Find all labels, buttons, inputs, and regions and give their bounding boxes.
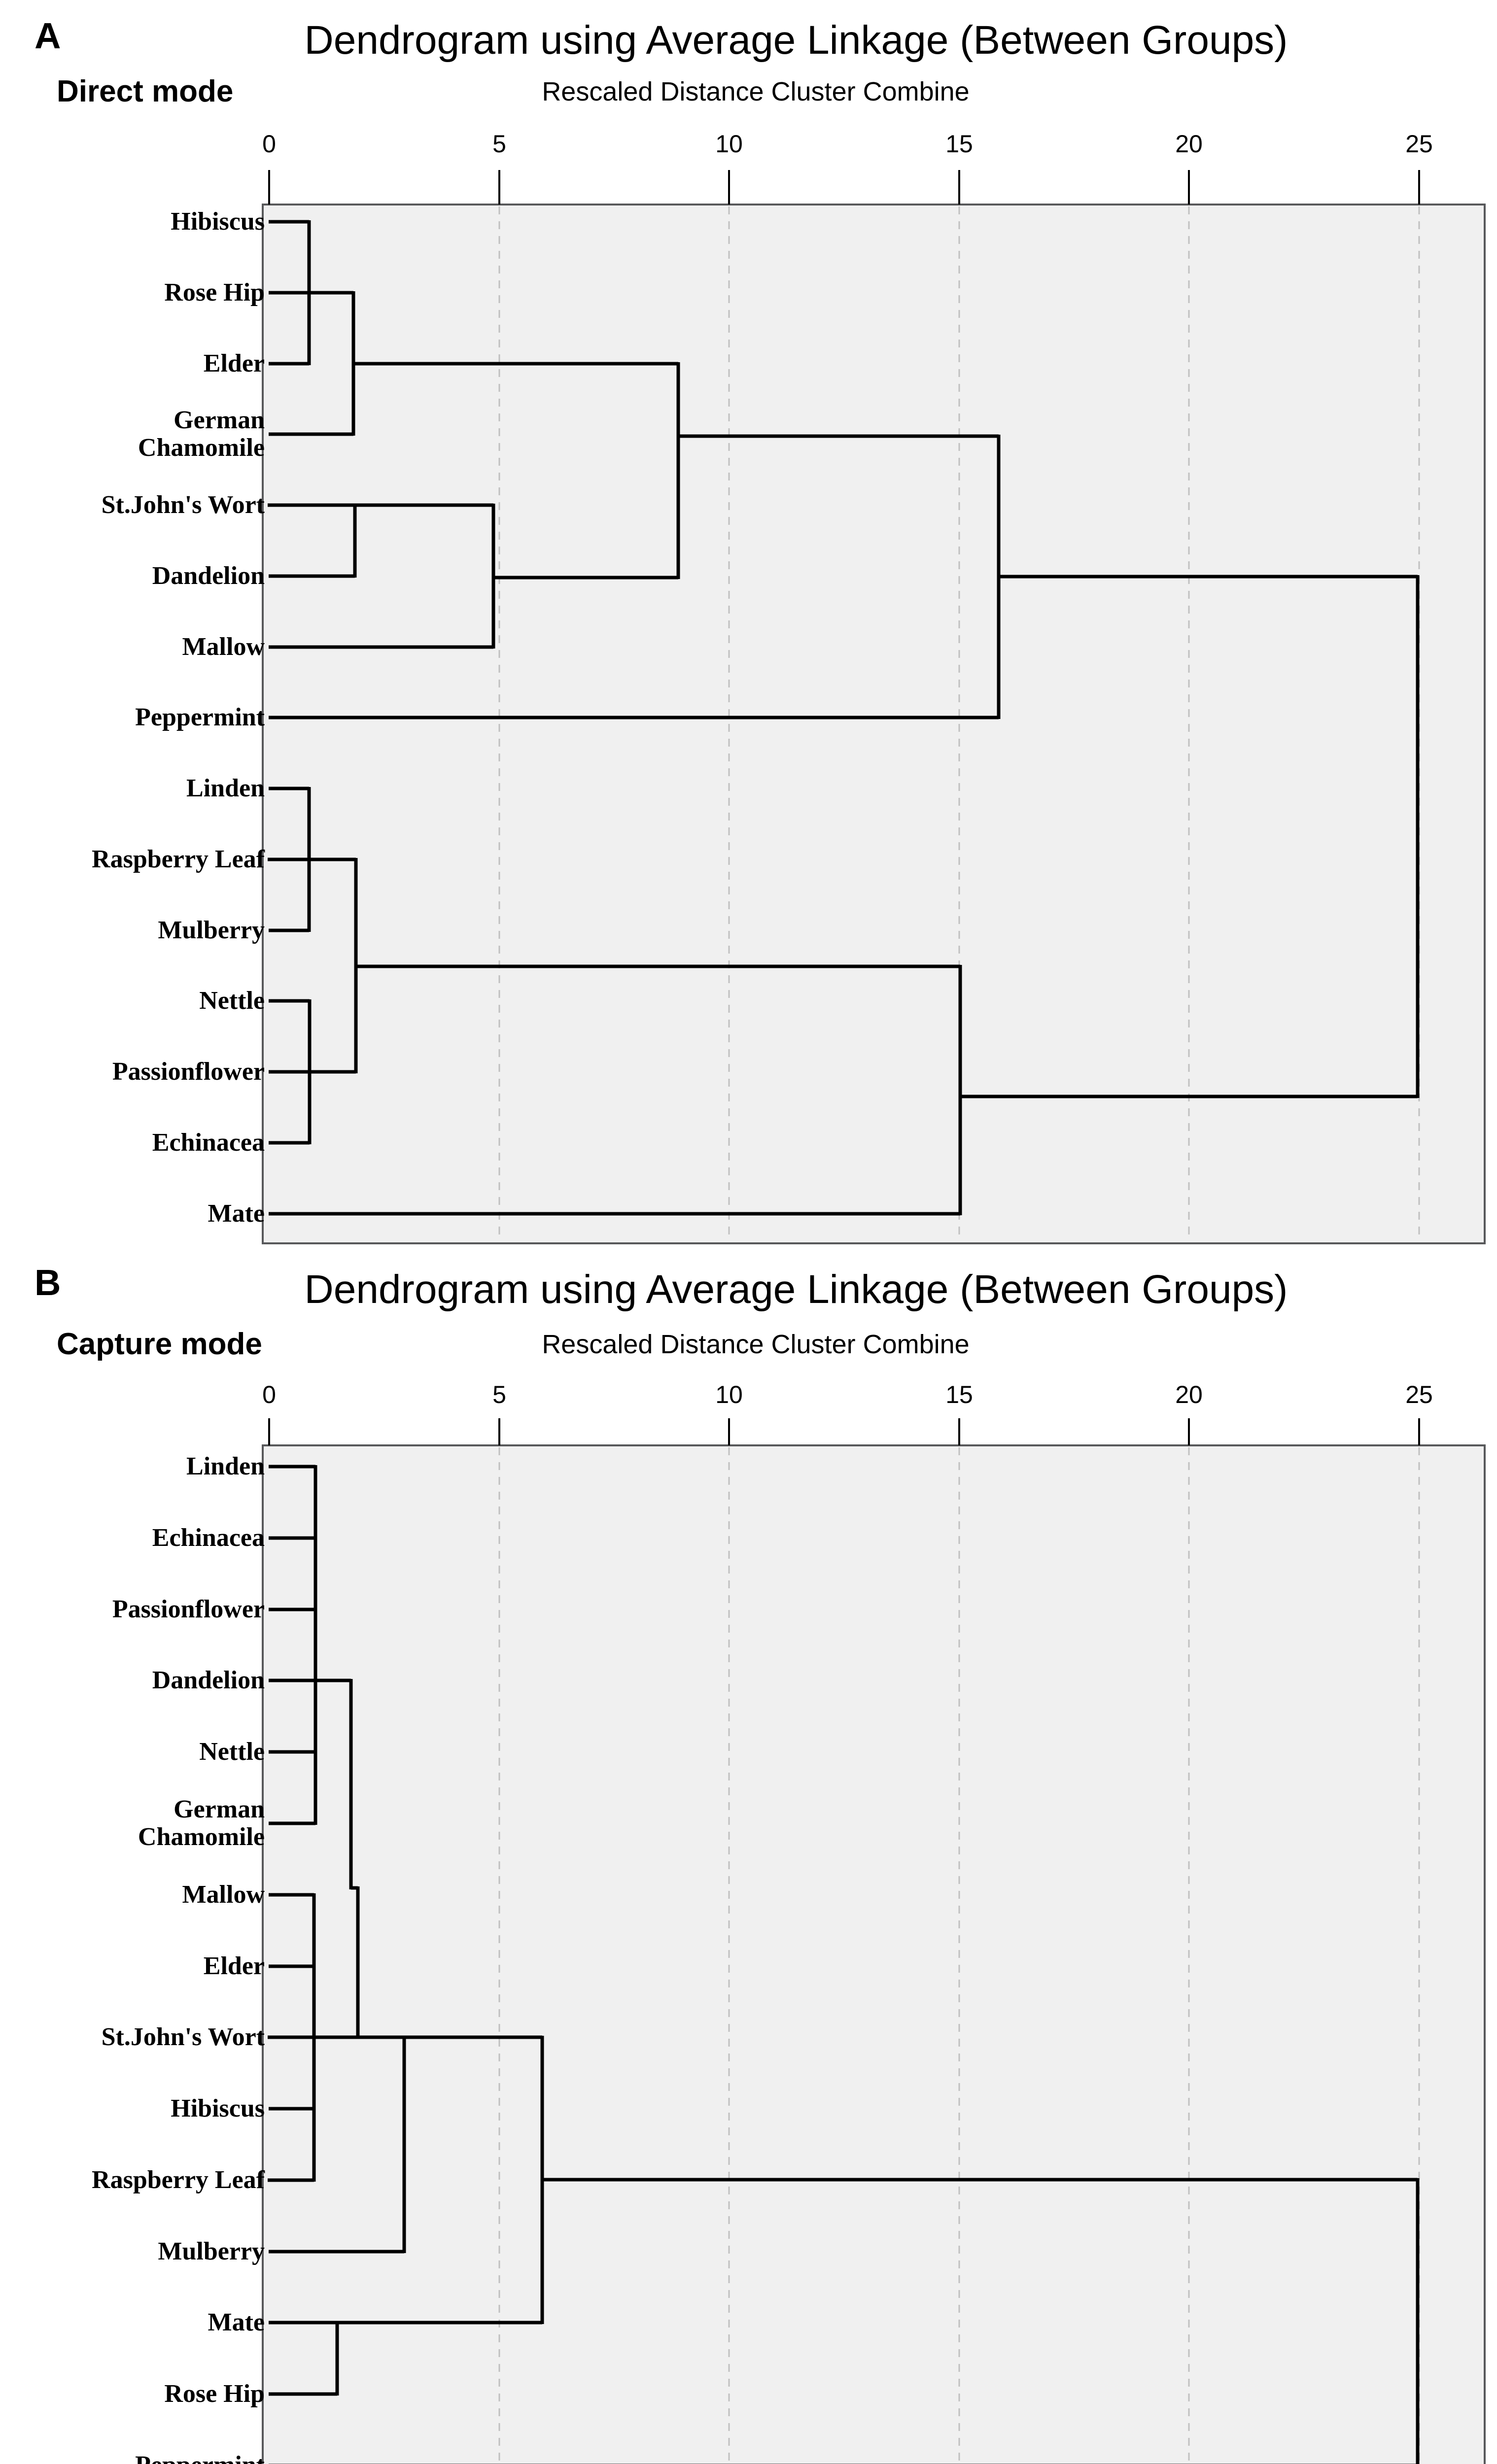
panel-a-tick-label-0: 0 <box>262 130 276 158</box>
panel-b-tick-label-20: 20 <box>1175 1381 1203 1408</box>
panel-b-axis-label: Rescaled Distance Cluster Combine <box>542 1330 970 1359</box>
panel-b-tick-label-10: 10 <box>715 1381 743 1408</box>
panel-a-leaf-label-mallow: Mallow <box>182 632 265 661</box>
panel-b-leaf-label-mate: Mate <box>208 2308 265 2336</box>
panel-b-letter: B <box>35 1262 61 1303</box>
panel-b-leaf-label-mallow: Mallow <box>182 1880 265 1909</box>
panel-a-tick-label-20: 20 <box>1175 130 1203 158</box>
panel-a-tick-label-15: 15 <box>945 130 973 158</box>
panel-a-leaf-label-dandelion: Dandelion <box>152 561 265 590</box>
panel-b-tick-label-0: 0 <box>262 1381 276 1408</box>
panel-b-leaf-label-elder: Elder <box>203 1951 265 1980</box>
panel-b-leaf-label-peppermint: Peppermint <box>135 2451 265 2464</box>
panel-b-tick-label-15: 15 <box>945 1381 973 1408</box>
panel-b-leaf-label-linden: Linden <box>186 1452 265 1480</box>
panel-b-leaf-label-echinacea: Echinacea <box>152 1523 265 1552</box>
panel-a-leaf-label-hibiscus: Hibiscus <box>171 207 265 236</box>
panel-a-plot-area <box>262 204 1486 1244</box>
panel-a-tick-label-25: 25 <box>1405 130 1433 158</box>
panel-a-leaf-label-st-john-s-wort: St.John's Wort <box>101 490 265 519</box>
panel-b-leaf-label-st-john-s-wort: St.John's Wort <box>101 2022 265 2051</box>
panel-a-axis-label: Rescaled Distance Cluster Combine <box>542 77 970 106</box>
panel-a-leaf-label-echinacea: Echinacea <box>152 1128 265 1157</box>
panel-b-leaf-label-german-chamomile: German Chamomile <box>138 1795 265 1851</box>
panel-a-tick-label-5: 5 <box>492 130 506 158</box>
panel-b-leaf-label-rose-hip: Rose Hip <box>164 2379 265 2408</box>
panel-b-leaf-label-dandelion: Dandelion <box>152 1666 265 1694</box>
panel-a-leaf-label-raspberry-leaf: Raspberry Leaf <box>92 845 265 873</box>
panel-a-tick-label-10: 10 <box>715 130 743 158</box>
panel-a-leaf-label-passionflower: Passionflower <box>112 1057 265 1086</box>
panel-b-title: Dendrogram using Average Linkage (Betwee… <box>304 1267 1288 1312</box>
panel-a-letter: A <box>35 15 61 56</box>
panel-a-leaf-label-german-chamomile: German Chamomile <box>138 406 265 462</box>
panel-b-leaf-label-mulberry: Mulberry <box>158 2237 265 2265</box>
panel-a-leaf-label-linden: Linden <box>186 774 265 802</box>
panel-b-tick-label-25: 25 <box>1405 1381 1433 1408</box>
panel-b-mode-label: Capture mode <box>57 1327 262 1361</box>
panel-b-leaf-label-raspberry-leaf: Raspberry Leaf <box>92 2165 265 2194</box>
panel-a-leaf-label-mate: Mate <box>208 1199 265 1228</box>
panel-a-leaf-label-mulberry: Mulberry <box>158 916 265 944</box>
panel-b-leaf-label-passionflower: Passionflower <box>112 1595 265 1623</box>
panel-a-leaf-label-nettle: Nettle <box>199 986 265 1015</box>
panel-b-leaf-label-nettle: Nettle <box>199 1737 265 1766</box>
panel-a-leaf-label-peppermint: Peppermint <box>135 703 265 731</box>
panel-b-leaf-label-hibiscus: Hibiscus <box>171 2094 265 2122</box>
panel-a-title: Dendrogram using Average Linkage (Betwee… <box>304 18 1288 63</box>
panel-a-mode-label: Direct mode <box>57 74 234 108</box>
panel-a-leaf-label-rose-hip: Rose Hip <box>164 278 265 307</box>
panel-a-leaf-label-elder: Elder <box>203 349 265 377</box>
panel-b-plot-area <box>262 1444 1486 2464</box>
panel-b-tick-label-5: 5 <box>492 1381 506 1408</box>
